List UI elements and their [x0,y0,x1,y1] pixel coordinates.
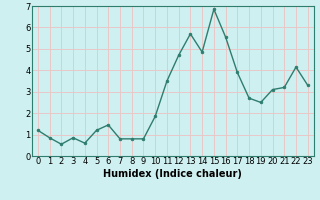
X-axis label: Humidex (Indice chaleur): Humidex (Indice chaleur) [103,169,242,179]
